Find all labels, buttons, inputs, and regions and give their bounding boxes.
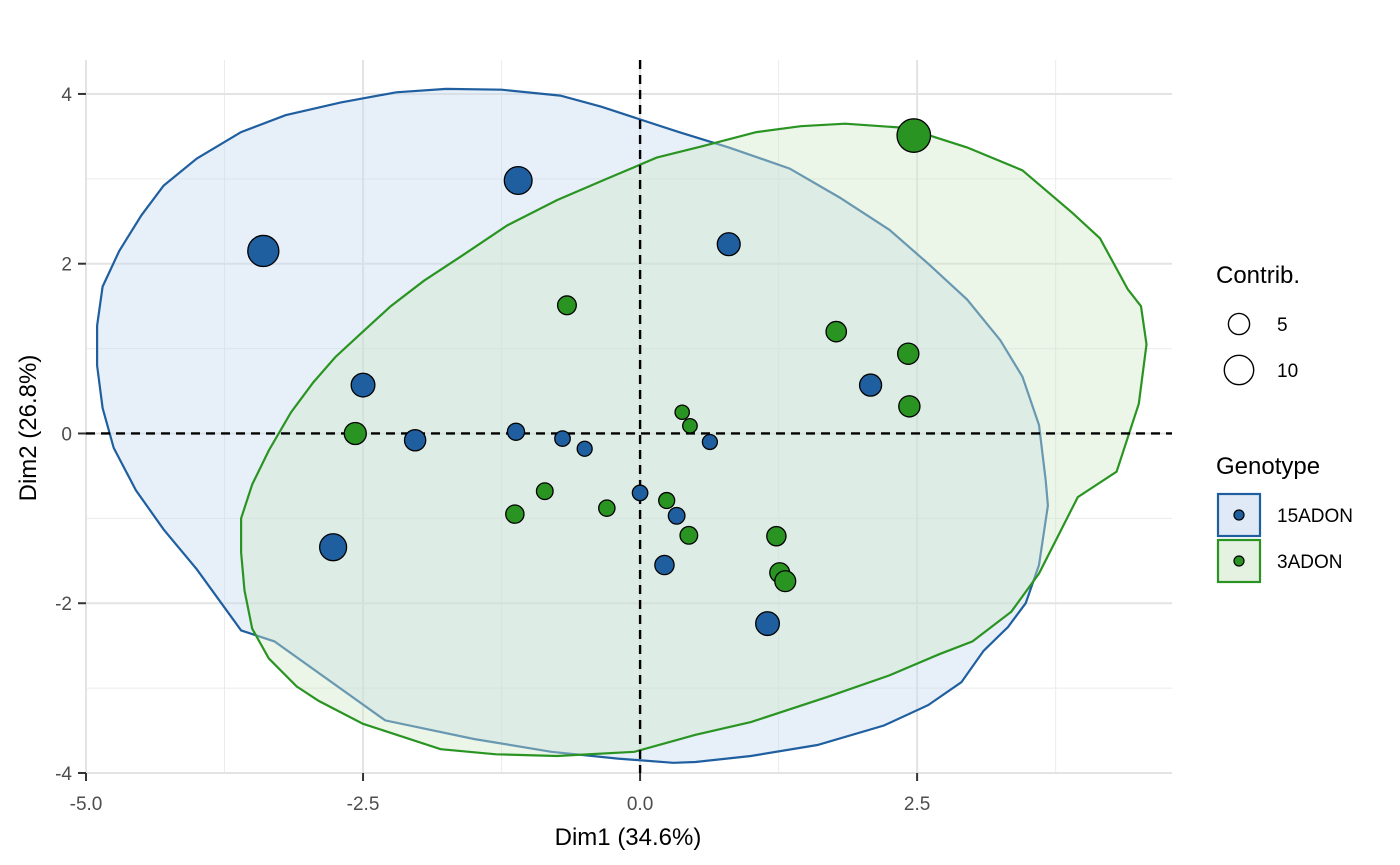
point-3ADON-13 [766,525,787,547]
x-tick-label: -5.0 [70,794,103,815]
axis-ticks: -5.0 -2.5 0.0 2.5 -4 -2 0 2 4 [55,85,930,815]
data-points [247,118,932,637]
size-legend-label: 5 [1277,315,1288,336]
point-15ADON-12 [858,373,883,397]
point-3ADON-15 [774,570,797,593]
color-legend-label: 15ADON [1277,506,1353,527]
size-legend-key-5 [1227,312,1251,336]
reference-lines [86,60,1172,773]
x-tick-label: 2.5 [904,794,930,815]
size-legend: Contrib. 5 10 [1216,262,1300,386]
color-legend-title: Genotype [1216,453,1320,480]
y-axis-title: Dim2 (26.8%) [15,355,42,502]
point-15ADON-8 [701,433,719,451]
point-15ADON-5 [506,422,526,441]
point-15ADON-10 [667,506,686,525]
point-3ADON-7 [682,417,698,434]
color-legend-dot-15ADON [1233,509,1245,521]
point-3ADON-3 [897,342,920,365]
point-15ADON-14 [755,611,781,637]
point-3ADON-9 [598,499,616,517]
x-tick-label: -2.5 [347,794,380,815]
color-legend-label: 3ADON [1277,552,1342,573]
size-legend-label: 10 [1277,361,1298,382]
point-3ADON-4 [898,395,921,418]
ellipse-3ADON [240,122,1148,758]
point-3ADON-1 [556,295,577,316]
y-tick-label: -4 [55,764,72,785]
confidence-ellipses [95,87,1148,764]
point-3ADON-12 [505,504,525,524]
grid-lines [85,60,1172,774]
point-15ADON-9 [631,484,649,502]
color-legend-dot-3ADON [1233,555,1245,567]
point-3ADON-5 [343,421,367,446]
point-15ADON-4 [403,429,427,452]
y-tick-label: 4 [61,85,72,106]
color-legend: Genotype 15ADON 3ADON [1216,453,1353,584]
x-axis-title: Dim1 (34.6%) [555,824,702,851]
point-3ADON-10 [658,491,676,510]
point-3ADON-6 [674,404,690,421]
y-tick-label: 0 [61,424,72,445]
point-15ADON-2 [716,232,741,257]
point-15ADON-3 [350,372,376,398]
point-15ADON-11 [654,554,675,576]
point-15ADON-13 [319,533,348,562]
point-15ADON-6 [554,430,571,447]
point-3ADON-2 [825,320,848,343]
y-tick-label: -2 [55,594,72,615]
ellipse-15ADON [95,87,1050,764]
x-tick-label: 0.0 [627,794,653,815]
point-15ADON-0 [247,234,280,268]
point-15ADON-7 [576,440,593,457]
point-15ADON-1 [503,166,533,196]
point-3ADON-0 [896,118,932,153]
size-legend-title: Contrib. [1216,262,1300,289]
point-3ADON-11 [679,525,699,545]
y-tick-label: 2 [61,255,72,276]
size-legend-key-10 [1223,354,1255,386]
point-3ADON-8 [535,482,554,501]
